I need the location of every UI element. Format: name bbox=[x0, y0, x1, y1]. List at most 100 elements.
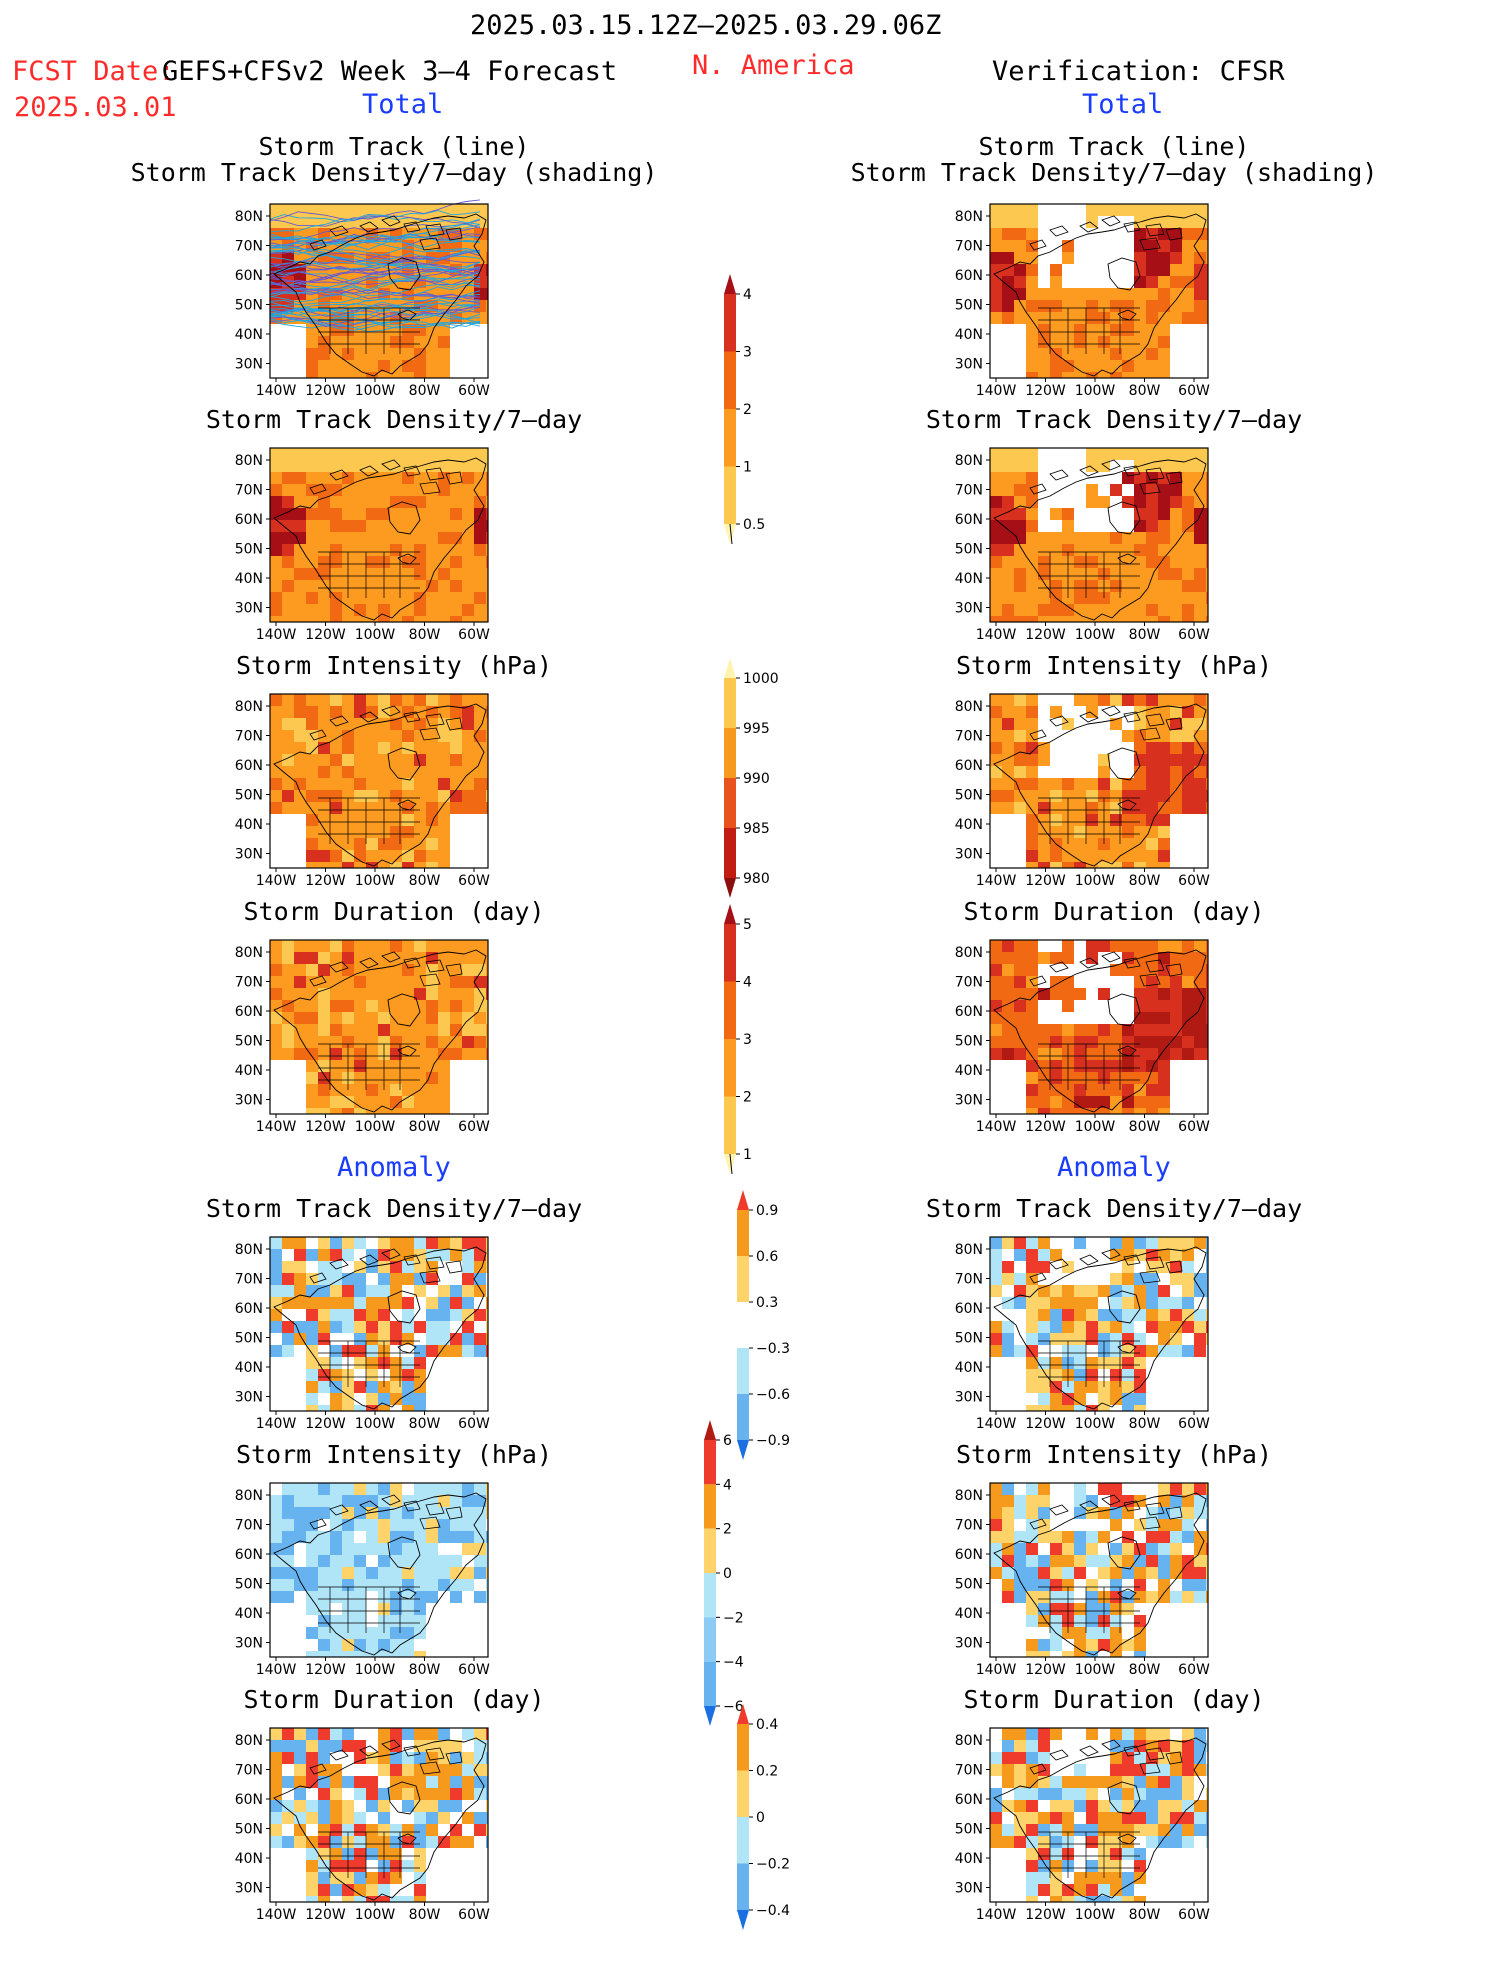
lat-tick-label: 40N bbox=[235, 1360, 263, 1376]
lat-tick-label: 50N bbox=[955, 298, 983, 314]
map-density-verification: 80N 70N 60N 50N 40N 30N 140W 120W 100W 80W 60W bbox=[950, 440, 1210, 643]
lat-tick-label: 60N bbox=[955, 758, 983, 774]
colorbar-tick-label: 1000 bbox=[743, 671, 779, 687]
lon-tick-label: 80W bbox=[1129, 1416, 1161, 1432]
lat-tick-label: 60N bbox=[235, 512, 263, 528]
lon-tick-label: 60W bbox=[1178, 383, 1210, 399]
lon-tick-label: 100W bbox=[355, 873, 396, 889]
lon-tick-label: 140W bbox=[976, 1416, 1017, 1432]
title-density-anom-left: Storm Track Density/7—day bbox=[205, 1194, 583, 1223]
title-track-shading-left: Storm Track Density/7—day (shading) bbox=[130, 158, 658, 187]
title-intensity-left: Storm Intensity (hPa) bbox=[235, 651, 553, 680]
colorbar-tick-label: −2 bbox=[723, 1610, 744, 1626]
lat-tick-label: 80N bbox=[955, 453, 983, 469]
lat-tick-label: 50N bbox=[955, 542, 983, 558]
total-label-right: Total bbox=[1082, 89, 1164, 120]
map-intensity-anom-forecast: 80N 70N 60N 50N 40N 30N 140W 120W 100W 80W 60W bbox=[230, 1475, 490, 1678]
lat-tick-label: 70N bbox=[235, 1518, 263, 1534]
lon-tick-label: 60W bbox=[1178, 627, 1210, 643]
lat-tick-label: 70N bbox=[235, 1763, 263, 1779]
lon-tick-label: 100W bbox=[355, 627, 396, 643]
lon-tick-label: 120W bbox=[305, 1907, 346, 1923]
lon-tick-label: 80W bbox=[409, 1662, 441, 1678]
lon-tick-label: 80W bbox=[1129, 1119, 1161, 1135]
colorbar-tick-label: 1 bbox=[743, 1147, 752, 1163]
colorbar-tick-label: 985 bbox=[743, 821, 770, 837]
lat-tick-label: 80N bbox=[955, 699, 983, 715]
lat-tick-label: 50N bbox=[955, 1577, 983, 1593]
lon-tick-label: 60W bbox=[1178, 1662, 1210, 1678]
lat-tick-label: 40N bbox=[235, 571, 263, 587]
lat-tick-label: 30N bbox=[235, 357, 263, 373]
lat-tick-label: 50N bbox=[235, 788, 263, 804]
lat-tick-label: 40N bbox=[955, 571, 983, 587]
lat-tick-label: 50N bbox=[235, 1822, 263, 1838]
lat-tick-label: 50N bbox=[235, 1331, 263, 1347]
lon-tick-label: 100W bbox=[1075, 1119, 1116, 1135]
lat-tick-label: 40N bbox=[955, 1063, 983, 1079]
lon-tick-label: 140W bbox=[976, 1907, 1017, 1923]
title-density-left: Storm Track Density/7—day bbox=[205, 405, 583, 434]
lat-tick-label: 40N bbox=[955, 1360, 983, 1376]
lat-tick-label: 30N bbox=[235, 601, 263, 617]
lon-tick-label: 120W bbox=[305, 1662, 346, 1678]
lat-tick-label: 70N bbox=[235, 483, 263, 499]
lat-tick-label: 80N bbox=[235, 945, 263, 961]
lat-tick-label: 80N bbox=[955, 945, 983, 961]
lon-tick-label: 120W bbox=[1025, 1907, 1066, 1923]
lat-tick-label: 70N bbox=[955, 729, 983, 745]
lat-tick-label: 40N bbox=[955, 817, 983, 833]
lat-tick-label: 70N bbox=[955, 1518, 983, 1534]
colorbar-tick-label: 2 bbox=[743, 1090, 752, 1106]
lon-tick-label: 80W bbox=[1129, 873, 1161, 889]
lon-tick-label: 60W bbox=[458, 1907, 490, 1923]
lon-tick-label: 120W bbox=[305, 1416, 346, 1432]
lon-tick-label: 120W bbox=[1025, 627, 1066, 643]
lat-tick-label: 70N bbox=[955, 1763, 983, 1779]
lat-tick-label: 40N bbox=[235, 1063, 263, 1079]
colorbar-tick-label: 995 bbox=[743, 721, 770, 737]
colorbar-tick-label: −6 bbox=[723, 1699, 744, 1715]
lat-tick-label: 80N bbox=[235, 1733, 263, 1749]
lat-tick-label: 50N bbox=[235, 1034, 263, 1050]
lon-tick-label: 140W bbox=[976, 383, 1017, 399]
title-duration-anom-right: Storm Duration (day) bbox=[963, 1685, 1265, 1714]
lon-tick-label: 60W bbox=[458, 873, 490, 889]
lat-tick-label: 70N bbox=[235, 975, 263, 991]
title-duration-left: Storm Duration (day) bbox=[243, 897, 545, 926]
lat-tick-label: 50N bbox=[955, 1034, 983, 1050]
lat-tick-label: 40N bbox=[235, 1606, 263, 1622]
lon-tick-label: 140W bbox=[256, 383, 297, 399]
lat-tick-label: 50N bbox=[235, 1577, 263, 1593]
lat-tick-label: 30N bbox=[955, 601, 983, 617]
lat-tick-label: 80N bbox=[955, 1242, 983, 1258]
lat-tick-label: 40N bbox=[235, 817, 263, 833]
period-title: 2025.03.15.12Z—2025.03.29.06Z bbox=[470, 10, 942, 41]
lon-tick-label: 60W bbox=[458, 383, 490, 399]
lon-tick-label: 80W bbox=[1129, 383, 1161, 399]
lat-tick-label: 80N bbox=[235, 453, 263, 469]
colorbar-tick-label: −4 bbox=[723, 1655, 744, 1671]
lat-tick-label: 60N bbox=[235, 1792, 263, 1808]
title-intensity-right: Storm Intensity (hPa) bbox=[955, 651, 1273, 680]
lat-tick-label: 80N bbox=[235, 699, 263, 715]
lon-tick-label: 80W bbox=[409, 627, 441, 643]
lon-tick-label: 80W bbox=[1129, 1907, 1161, 1923]
lat-tick-label: 30N bbox=[235, 1093, 263, 1109]
colorbar-tick-label: 990 bbox=[743, 771, 770, 787]
lat-tick-label: 60N bbox=[235, 1301, 263, 1317]
colorbar-tick-label: 0 bbox=[723, 1566, 732, 1582]
lat-tick-label: 50N bbox=[955, 1822, 983, 1838]
lon-tick-label: 80W bbox=[1129, 1662, 1161, 1678]
lat-tick-label: 70N bbox=[955, 483, 983, 499]
lon-tick-label: 80W bbox=[409, 873, 441, 889]
lat-tick-label: 80N bbox=[235, 209, 263, 225]
title-density-anom-right: Storm Track Density/7—day bbox=[925, 1194, 1303, 1223]
map-intensity-anom-verification: 80N 70N 60N 50N 40N 30N 140W 120W 100W 80W 60W bbox=[950, 1475, 1210, 1678]
map-intensity-verification: 80N 70N 60N 50N 40N 30N 140W 120W 100W 80W 60W bbox=[950, 686, 1210, 889]
lon-tick-label: 120W bbox=[305, 627, 346, 643]
title-track-line-right: Storm Track (line) bbox=[978, 132, 1250, 161]
lon-tick-label: 100W bbox=[355, 1662, 396, 1678]
title-duration-right: Storm Duration (day) bbox=[963, 897, 1265, 926]
